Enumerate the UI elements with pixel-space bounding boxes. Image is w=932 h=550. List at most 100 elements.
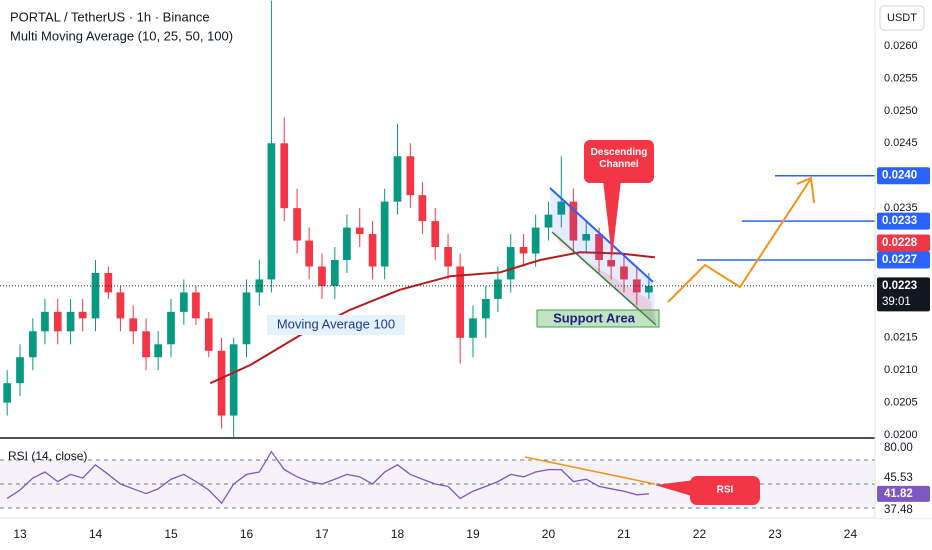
callout: Descending Channel bbox=[590, 147, 648, 170]
x-tick-label: 20 bbox=[542, 527, 556, 541]
x-tick-label: 18 bbox=[391, 527, 405, 541]
y-tick-label: 0.0205 bbox=[884, 397, 918, 409]
main-pane bbox=[0, 0, 875, 437]
callout-text: Descending Channel bbox=[590, 147, 648, 170]
y-tick-label: 0.0250 bbox=[884, 105, 918, 117]
candle-body bbox=[154, 344, 163, 358]
candle-body bbox=[217, 350, 226, 416]
callout-pointer bbox=[603, 180, 621, 258]
candle-body bbox=[41, 311, 49, 332]
candle-body bbox=[129, 318, 138, 332]
x-tick-label: 23 bbox=[768, 527, 782, 541]
rsi-line bbox=[6, 450, 649, 505]
y-tick-label: 0.0200 bbox=[884, 429, 918, 441]
y-tick-label: 0.0260 bbox=[884, 40, 918, 52]
candle-body bbox=[607, 259, 615, 267]
price-label: 0.0233 bbox=[882, 215, 917, 227]
channel-upper bbox=[549, 187, 654, 283]
candle-body bbox=[620, 266, 628, 280]
candle-body bbox=[28, 331, 37, 358]
countdown: 39:01 bbox=[882, 296, 911, 308]
y-tick-label: 0.0210 bbox=[884, 364, 918, 376]
x-tick-label: 24 bbox=[844, 527, 858, 541]
candle-body bbox=[305, 240, 314, 267]
price-label: 0.0240 bbox=[882, 170, 917, 182]
projection-arrow bbox=[667, 179, 811, 303]
x-tick-label: 19 bbox=[466, 527, 480, 541]
candle-body bbox=[255, 279, 264, 293]
price-label-box bbox=[877, 277, 930, 312]
x-tick-label: 17 bbox=[315, 527, 329, 541]
candle-body bbox=[595, 234, 603, 260]
candle-body bbox=[368, 234, 377, 267]
price-label: 0.0228 bbox=[882, 237, 918, 249]
candle-body bbox=[229, 344, 238, 416]
candle-body bbox=[192, 292, 200, 319]
candle-body bbox=[418, 195, 427, 222]
y-tick-label: 0.0255 bbox=[884, 72, 918, 84]
x-tick-label: 13 bbox=[13, 527, 27, 541]
candle-body bbox=[582, 234, 591, 241]
candle-body bbox=[116, 292, 125, 319]
rsi-callout-pointer bbox=[655, 480, 695, 497]
candle-body bbox=[393, 156, 402, 202]
x-tick-label: 22 bbox=[693, 527, 707, 541]
channel-fill bbox=[550, 188, 656, 325]
candle-body bbox=[355, 227, 364, 235]
chart-subtitle: Multi Moving Average (10, 25, 50, 100) bbox=[10, 28, 233, 43]
candle-body bbox=[53, 311, 62, 332]
rsi-callout-box bbox=[690, 476, 760, 505]
candle-body bbox=[494, 279, 502, 299]
rsi-label: 80.00 bbox=[884, 442, 913, 454]
candle-body bbox=[506, 247, 515, 280]
candle-body bbox=[267, 143, 276, 280]
moving-average bbox=[209, 251, 656, 385]
rsi-label-box bbox=[877, 485, 930, 502]
candle-body bbox=[343, 227, 351, 260]
candle-body bbox=[444, 247, 452, 267]
x-tick-label: 16 bbox=[240, 527, 254, 541]
y-tick-label: 0.0215 bbox=[884, 332, 918, 344]
candle-body bbox=[469, 318, 477, 338]
candle-body bbox=[204, 318, 213, 351]
rsi-title: RSI (14, close) bbox=[8, 449, 87, 463]
candle-body bbox=[519, 247, 528, 254]
candle-body bbox=[481, 298, 490, 319]
callout-box bbox=[584, 140, 654, 183]
rsi-label: 41.82 bbox=[884, 488, 913, 500]
support-area bbox=[536, 309, 660, 328]
unit: USDT bbox=[887, 12, 917, 24]
candle-body bbox=[569, 201, 578, 241]
y-tick-label: 0.0235 bbox=[884, 202, 918, 214]
candle-body bbox=[557, 201, 566, 215]
rsi-label: 45.53 bbox=[884, 472, 913, 484]
x-tick-label: 21 bbox=[617, 527, 631, 541]
candle-body bbox=[431, 221, 440, 248]
price-label-box bbox=[877, 167, 930, 185]
price-label: 0.0227 bbox=[882, 254, 917, 266]
unit-box bbox=[879, 5, 925, 31]
price-label: 0.0223 bbox=[882, 280, 917, 292]
candle-body bbox=[179, 292, 188, 312]
ma-label: Moving Average 100 bbox=[277, 316, 395, 331]
x-tick-label: 15 bbox=[164, 527, 178, 541]
chart-title: PORTAL / TetherUS · 1h · Binance bbox=[10, 9, 210, 24]
candle-body bbox=[456, 266, 464, 338]
candle-body bbox=[330, 259, 339, 286]
rsi-callout-text: RSI bbox=[717, 485, 734, 496]
candle-body bbox=[406, 156, 415, 196]
price-label-box bbox=[877, 234, 930, 252]
rsi-label: 37.48 bbox=[884, 504, 913, 516]
rsi-divergence bbox=[524, 456, 656, 485]
candle-body bbox=[66, 311, 75, 332]
x-tick-label: 14 bbox=[89, 527, 103, 541]
price-label-box bbox=[877, 212, 930, 230]
candle-body bbox=[645, 285, 653, 293]
candle-body bbox=[91, 272, 100, 319]
candle-body bbox=[380, 201, 389, 267]
support-label: Support Area bbox=[553, 310, 636, 325]
candle-body bbox=[318, 266, 326, 286]
candle-body bbox=[544, 214, 553, 228]
